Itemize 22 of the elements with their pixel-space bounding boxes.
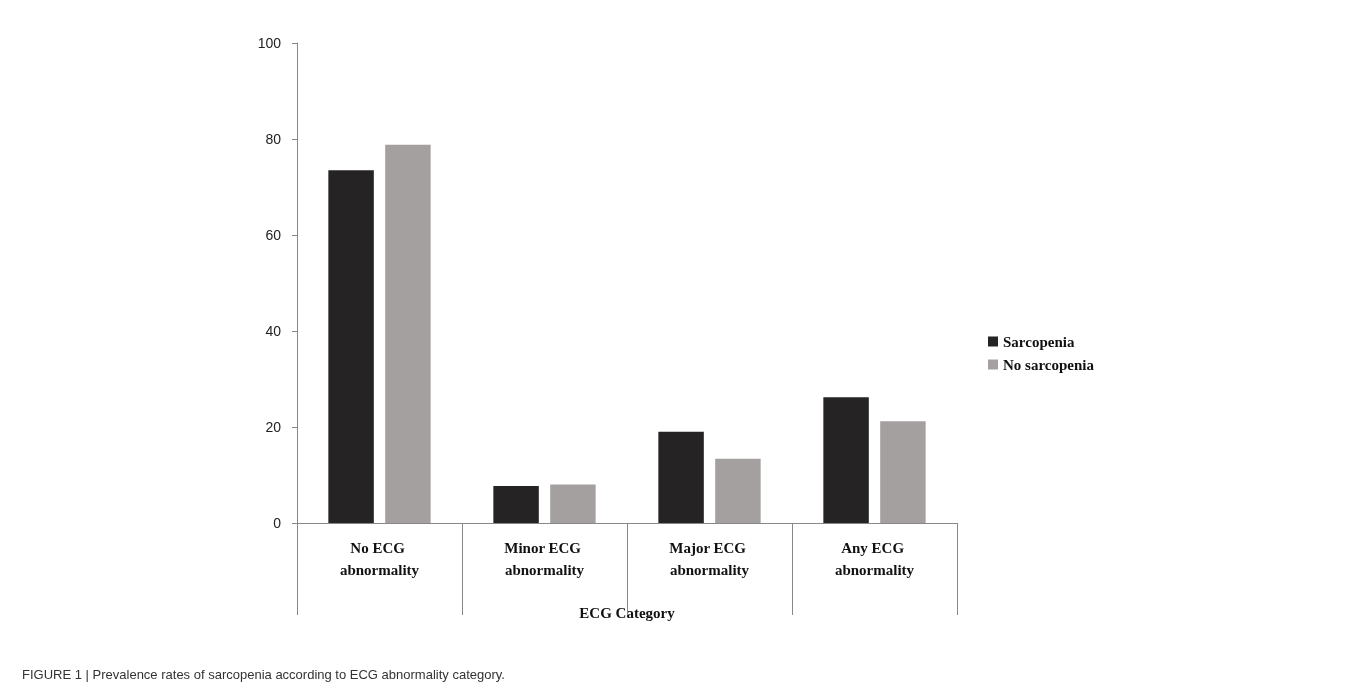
y-tick-label: 20 — [265, 419, 282, 435]
legend-label: No sarcopenia — [1003, 356, 1095, 373]
legend-label: Sarcopenia — [1003, 333, 1075, 350]
bar — [550, 484, 596, 523]
x-tick-label: No ECG abnormality — [339, 540, 420, 578]
bar — [493, 486, 539, 523]
x-tick-label: Minor ECG abnormality — [504, 540, 585, 578]
bar — [658, 431, 704, 523]
bar — [385, 144, 431, 523]
y-tick-label: 100 — [257, 35, 282, 51]
bar — [823, 397, 869, 523]
y-tick-label: 80 — [265, 131, 282, 147]
bar — [880, 421, 926, 523]
y-tick-label: 60 — [265, 227, 282, 243]
x-tick-label: Major ECG abnormality — [669, 540, 750, 578]
bar — [328, 170, 374, 523]
y-tick-label: 0 — [273, 515, 282, 531]
x-axis-title: ECG Category — [579, 604, 676, 621]
y-tick-label: 40 — [265, 323, 282, 339]
bar — [715, 458, 761, 523]
caption: FIGURE 1 | Prevalence rates of sarcopenia according to ECG abnormality category. — [22, 667, 505, 682]
x-tick-label: Any ECG abnormality — [834, 540, 915, 578]
